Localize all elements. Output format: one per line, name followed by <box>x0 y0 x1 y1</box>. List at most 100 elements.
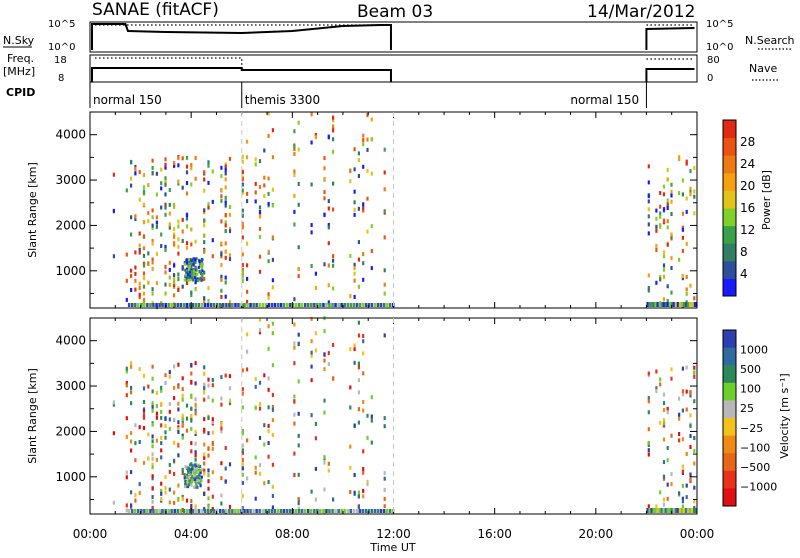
range-cell <box>220 194 223 199</box>
range-cell <box>659 377 662 382</box>
range-cell <box>207 163 210 168</box>
range-cell <box>323 352 326 357</box>
range-cell <box>310 140 313 145</box>
range-cell <box>666 496 669 501</box>
range-cell <box>246 332 249 337</box>
range-cell <box>297 509 301 513</box>
range-cell <box>662 497 666 502</box>
range-cell <box>186 261 189 265</box>
range-cell <box>349 385 352 390</box>
range-cell <box>349 303 352 307</box>
range-cell <box>151 434 154 439</box>
range-cell <box>131 303 134 307</box>
range-cell <box>184 273 187 277</box>
velocity-ylabel: Slant Range [km] <box>26 368 39 464</box>
range-cell <box>228 303 231 307</box>
range-cell <box>267 176 270 181</box>
range-cell <box>672 302 676 307</box>
nsky-trace <box>645 27 695 50</box>
range-cell <box>147 219 150 224</box>
range-cell <box>241 466 244 471</box>
range-cell <box>185 224 189 229</box>
range-cell <box>140 509 143 513</box>
range-cell <box>225 303 228 307</box>
range-cell <box>191 480 194 484</box>
range-cell <box>258 406 262 411</box>
range-cell <box>164 291 167 296</box>
range-cell <box>241 481 244 485</box>
range-cell <box>183 485 187 489</box>
range-cell <box>151 171 154 175</box>
range-cell <box>241 405 244 410</box>
range-cell <box>355 509 359 513</box>
range-cell <box>271 278 274 283</box>
range-cell <box>323 367 326 372</box>
range-cell <box>254 199 257 204</box>
range-cell <box>220 422 223 427</box>
range-cell <box>241 274 244 279</box>
range-cell <box>310 182 313 187</box>
range-cell <box>681 248 684 253</box>
range-cell <box>224 249 227 254</box>
range-cell <box>155 305 158 310</box>
range-cell <box>689 434 692 438</box>
range-cell <box>147 251 150 256</box>
range-cell <box>241 493 244 498</box>
range-cell <box>193 485 196 489</box>
range-cell <box>656 508 659 513</box>
range-cell <box>125 188 128 193</box>
range-cell <box>322 303 325 307</box>
range-cell <box>181 413 184 418</box>
range-cell <box>366 413 369 418</box>
range-cell <box>228 386 232 391</box>
range-cell <box>689 189 692 194</box>
range-cell <box>160 186 163 191</box>
velocity-colorbar-segment <box>723 453 736 472</box>
ytick-label: 2000 <box>55 424 86 438</box>
velocity-colorbar-segment <box>723 435 736 454</box>
nave-label: Nave <box>749 62 777 75</box>
range-cell <box>258 435 262 440</box>
range-cell <box>254 405 257 410</box>
range-cell <box>112 400 115 405</box>
range-cell <box>185 509 189 513</box>
range-cell <box>173 277 176 282</box>
range-cell <box>125 470 128 475</box>
range-cell <box>137 303 140 307</box>
range-cell <box>246 299 249 304</box>
velocity-colorbar-segment <box>723 470 736 489</box>
range-cell <box>655 280 658 285</box>
range-cell <box>188 270 191 274</box>
range-cell <box>195 480 198 484</box>
range-cell <box>273 509 277 513</box>
range-cell <box>168 426 171 431</box>
range-cell <box>190 483 193 487</box>
range-cell <box>185 216 189 221</box>
range-cell <box>362 494 365 499</box>
range-cell <box>271 187 274 192</box>
range-cell <box>138 295 141 300</box>
range-cell <box>370 266 373 271</box>
range-cell <box>160 488 163 493</box>
range-cell <box>254 470 257 475</box>
range-cell <box>655 228 658 233</box>
xtick-label: 00:00 <box>73 527 108 541</box>
range-cell <box>258 226 262 231</box>
range-cell <box>183 278 186 282</box>
range-cell <box>246 509 249 513</box>
range-cell <box>362 202 365 207</box>
range-cell <box>659 420 662 425</box>
ytick-label: 3000 <box>55 173 86 187</box>
nsky-tick-top: 10^5 <box>48 19 75 30</box>
range-cell <box>142 246 146 251</box>
range-cell <box>357 505 360 509</box>
range-cell <box>203 492 206 496</box>
range-cell <box>194 402 197 407</box>
range-cell <box>151 462 154 467</box>
range-cell <box>648 508 651 513</box>
range-cell <box>323 460 326 465</box>
range-cell <box>147 432 150 437</box>
range-cell <box>187 259 190 263</box>
range-cell <box>267 296 270 300</box>
range-cell <box>323 410 326 415</box>
